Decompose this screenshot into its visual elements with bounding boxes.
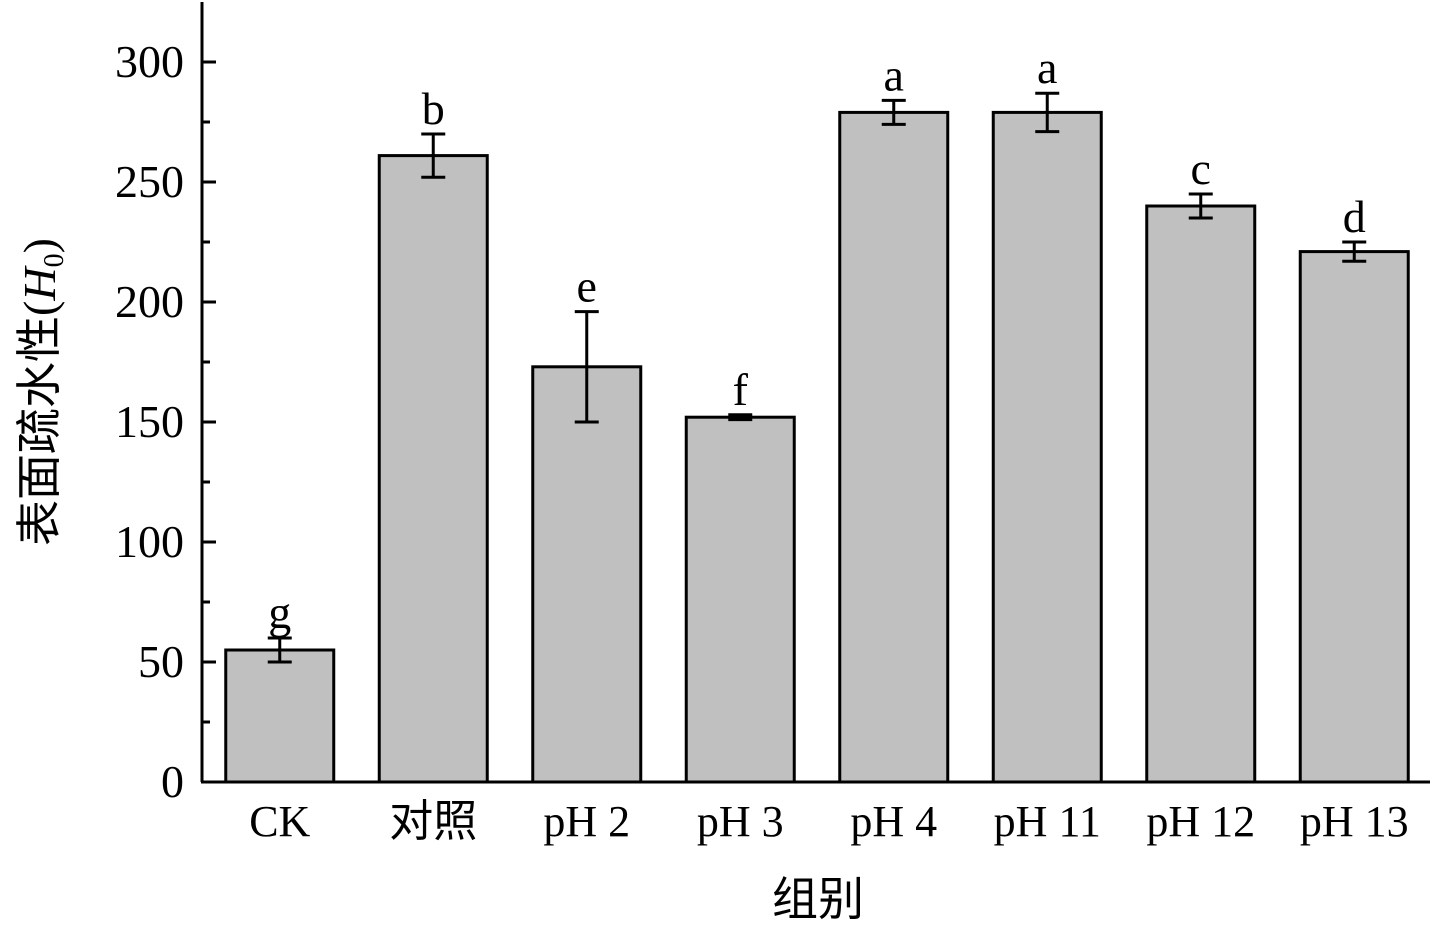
bar: [991, 110, 1103, 784]
y-tick-label: 300: [115, 36, 184, 87]
y-tick-label: 0: [161, 756, 184, 807]
x-category-label: pH 12: [1146, 797, 1255, 846]
significance-label: d: [1343, 191, 1366, 242]
bar: [684, 415, 796, 784]
bar: [1298, 250, 1410, 784]
x-category-label: CK: [249, 797, 310, 846]
x-category-label: pH 3: [697, 797, 784, 846]
x-category-label: pH 2: [543, 797, 630, 846]
x-category-label: pH 13: [1300, 797, 1409, 846]
significance-label: a: [884, 49, 904, 100]
y-tick-label: 100: [115, 516, 184, 567]
bar: [531, 365, 643, 784]
y-axis-title-italic: H: [14, 265, 65, 302]
y-tick-label: 150: [115, 396, 184, 447]
error-bars-layer: [267, 91, 1367, 664]
y-axis-title-close: ): [14, 238, 65, 253]
bars-layer: [224, 110, 1410, 784]
significance-label: f: [733, 364, 749, 415]
y-tick-label: 250: [115, 156, 184, 207]
y-tick-label: 50: [138, 636, 184, 687]
bar: [1145, 204, 1257, 784]
significance-label: g: [268, 587, 291, 638]
bar: [838, 110, 950, 784]
bar: [377, 154, 489, 784]
x-category-label: 对照: [389, 797, 477, 846]
axes-layer: [200, 2, 1430, 784]
y-axis-title: 表面疏水性(H0): [14, 238, 70, 546]
y-axis-title-main: 表面疏水性(: [14, 301, 65, 546]
x-category-label: pH 11: [994, 797, 1101, 846]
y-tick-label: 200: [115, 276, 184, 327]
y-axis-title-subscript: 0: [39, 253, 70, 267]
significance-label: a: [1037, 42, 1057, 93]
significance-label: c: [1191, 143, 1211, 194]
significance-label: e: [577, 261, 597, 312]
x-category-labels-layer: CK 对照 pH 2 pH 3 pH 4 pH 11 pH 12 pH 13: [249, 797, 1408, 846]
significance-label: b: [422, 83, 445, 134]
y-ticks-layer: 0 50 100 150 200 250 300: [115, 36, 216, 807]
significance-labels-layer: g b e f a a c d: [268, 42, 1366, 638]
bar: [224, 648, 336, 784]
x-category-label: pH 4: [850, 797, 937, 846]
x-axis-title: 组别: [772, 874, 864, 925]
